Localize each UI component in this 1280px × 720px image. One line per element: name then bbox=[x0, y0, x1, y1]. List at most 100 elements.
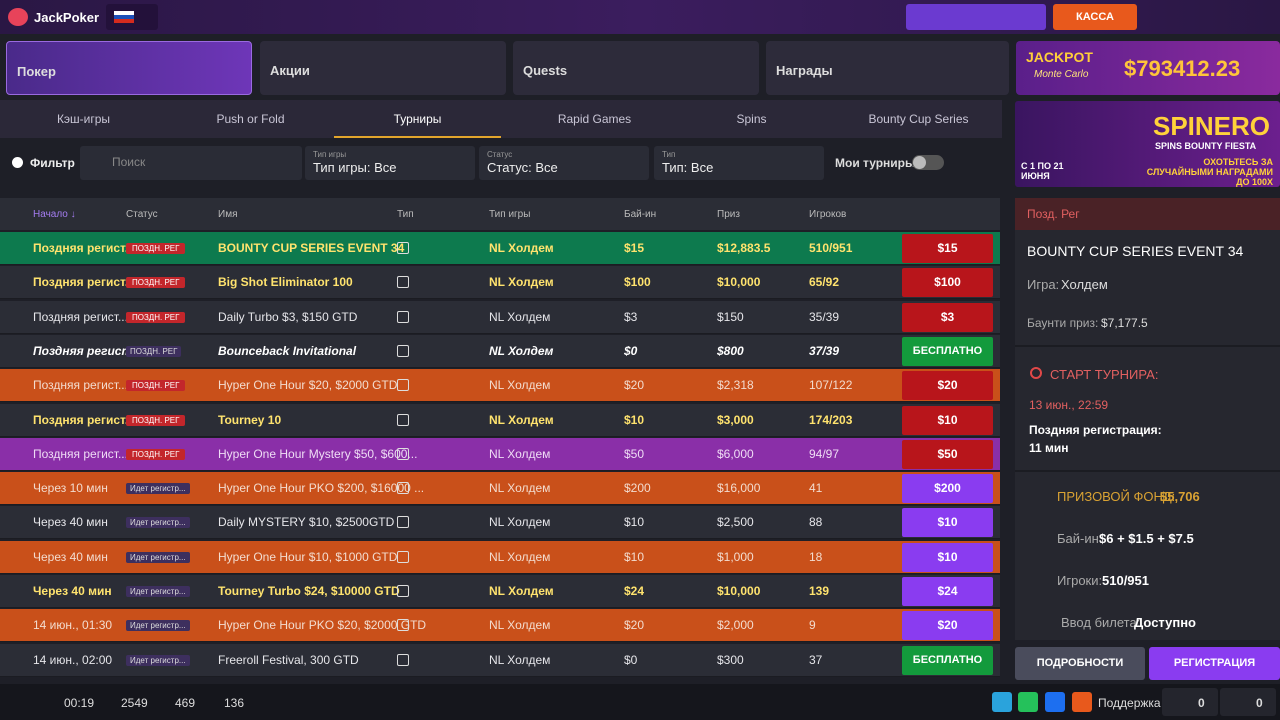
details-button[interactable]: ПОДРОБНОСТИ bbox=[1015, 647, 1145, 680]
table-row[interactable]: Через 40 мин Идет регистр... Tourney Turbo… bbox=[0, 575, 1000, 608]
type-icon bbox=[397, 653, 409, 666]
type-select[interactable]: Тип Тип: Все bbox=[654, 146, 824, 180]
prize-cell: $6,000 bbox=[717, 446, 754, 461]
type-icon bbox=[397, 310, 409, 323]
register-button[interactable]: $10 bbox=[902, 542, 993, 572]
nav-tab[interactable]: Акции bbox=[260, 41, 506, 95]
status-badge: Идет регистр... bbox=[126, 654, 190, 666]
register-button[interactable]: БЕСПЛАТНО bbox=[902, 645, 993, 675]
details-status-bar: Позд. Рег bbox=[1015, 198, 1280, 230]
table-row[interactable]: 14 июн., 02:00 Идет регистр... Freeroll Fe… bbox=[0, 643, 1000, 677]
table-row[interactable]: Поздняя регист... ПОЗДН. РЕГ Daily Turbo $… bbox=[0, 300, 1000, 334]
jackpot-banner[interactable]: JACKPOT Monte Carlo $793412.23 bbox=[1016, 41, 1280, 95]
cashier-button[interactable]: КАССА bbox=[1053, 4, 1137, 30]
status-badge: Идет регистр... bbox=[126, 517, 190, 529]
nav-tab[interactable]: Покер bbox=[6, 41, 252, 95]
table-row[interactable]: Поздняя регист... ПОЗДН. РЕГ Hyper One Hou… bbox=[0, 369, 1000, 403]
details-value: $5,706 bbox=[1160, 489, 1200, 504]
register-button[interactable]: БЕСПЛАТНО bbox=[902, 336, 993, 366]
details-label: Игра: bbox=[1027, 277, 1060, 292]
nav-tab[interactable]: Quests bbox=[513, 41, 759, 95]
facebook-icon[interactable] bbox=[1045, 692, 1065, 712]
table-row[interactable]: Через 40 мин Идет регистр... Daily MYSTERY… bbox=[0, 506, 1000, 540]
players-cell: 88 bbox=[809, 515, 823, 530]
prize-cell: $150 bbox=[717, 309, 744, 324]
jackpot-subtitle: Monte Carlo bbox=[1034, 69, 1089, 80]
column-header[interactable]: Начало ↓ bbox=[33, 209, 76, 220]
type-icon bbox=[397, 447, 409, 460]
register-button[interactable]: $10 bbox=[902, 508, 993, 538]
telegram-icon[interactable] bbox=[992, 692, 1012, 712]
game-tab[interactable]: Турниры bbox=[334, 100, 501, 138]
register-button[interactable]: РЕГИСТРАЦИЯ bbox=[1149, 647, 1280, 680]
players-cell: 35/39 bbox=[809, 309, 840, 324]
counter[interactable]: 0 bbox=[1162, 688, 1218, 716]
type-icon bbox=[397, 379, 409, 392]
column-header: Статус bbox=[126, 209, 158, 220]
support-icon[interactable] bbox=[1072, 692, 1092, 712]
game-tab[interactable]: Push or Fold bbox=[216, 112, 285, 126]
column-header: Имя bbox=[218, 209, 238, 220]
register-button[interactable]: $10 bbox=[902, 405, 993, 435]
jackpot-title: JACKPOT bbox=[1026, 49, 1093, 65]
table-row[interactable]: Через 10 мин Идет регистр... Hyper One Hou… bbox=[0, 472, 1000, 506]
register-button[interactable]: $100 bbox=[902, 268, 993, 298]
register-button[interactable]: $3 bbox=[902, 302, 993, 332]
select-label: Тип bbox=[662, 150, 676, 159]
support-link[interactable]: Поддержка bbox=[1098, 696, 1161, 710]
details-label: Ввод билета: bbox=[1061, 615, 1141, 630]
counter-value: 0 bbox=[1198, 696, 1205, 710]
nav-tab[interactable]: Награды bbox=[766, 41, 1009, 95]
buyin-cell: $10 bbox=[624, 549, 645, 564]
buyin-cell: $24 bbox=[624, 584, 645, 598]
players-cell: 37/39 bbox=[809, 343, 840, 358]
whatsapp-icon[interactable] bbox=[1018, 692, 1038, 712]
game-tab[interactable]: Rapid Games bbox=[557, 112, 632, 126]
register-button[interactable]: $20 bbox=[902, 371, 993, 401]
register-button[interactable]: $20 bbox=[902, 611, 993, 641]
balance-toggle[interactable] bbox=[906, 4, 1046, 30]
game-cell: NL Холдем bbox=[489, 241, 554, 255]
table-row[interactable]: 14 июн., 01:30 Идет регистр... Hyper One H… bbox=[0, 609, 1000, 643]
status-badge: ПОЗДН. РЕГ bbox=[126, 414, 186, 426]
game-tab[interactable]: Кэш-игры bbox=[56, 112, 111, 126]
name-cell: Hyper One Hour Mystery $50, $600... bbox=[218, 446, 418, 461]
type-icon bbox=[397, 619, 409, 632]
toggle-knob bbox=[913, 156, 926, 169]
register-button[interactable]: $50 bbox=[902, 439, 993, 469]
game-cell: NL Холдем bbox=[489, 515, 551, 530]
type-icon bbox=[397, 276, 409, 289]
table-row[interactable]: Поздняя регист... ПОЗДН. РЕГ Bounceback In… bbox=[0, 334, 1000, 368]
footer bbox=[0, 684, 1280, 720]
register-button[interactable]: $24 bbox=[902, 577, 993, 606]
select-value: Статус: Все bbox=[487, 160, 558, 175]
status-badge: ПОЗДН. РЕГ bbox=[126, 243, 186, 254]
game-tab[interactable]: Spins bbox=[736, 112, 767, 126]
column-header: Тип игры bbox=[489, 209, 531, 220]
register-button[interactable]: $15 bbox=[902, 234, 993, 263]
prize-cell: $3,000 bbox=[717, 412, 754, 427]
register-button[interactable]: $200 bbox=[902, 474, 993, 504]
table-row[interactable]: Поздняя регист... ПОЗДН. РЕГ Tourney 10 NL … bbox=[0, 403, 1000, 437]
players-cell: 41 bbox=[809, 481, 823, 496]
promo-banner[interactable]: SPINERO SPINS BOUNTY FIESTA С 1 ПО 21 ИЮ… bbox=[1015, 101, 1280, 187]
players-cell: 174/203 bbox=[809, 412, 853, 427]
start-cell: Через 40 мин bbox=[33, 549, 108, 564]
type-icon bbox=[397, 550, 409, 563]
counter[interactable]: 0 bbox=[1220, 688, 1276, 716]
language-select[interactable] bbox=[106, 4, 158, 30]
details-title: BOUNTY CUP SERIES EVENT 34 bbox=[1027, 243, 1244, 259]
search-box[interactable]: Поиск bbox=[80, 146, 302, 180]
start-cell: Через 40 мин bbox=[33, 584, 112, 598]
table-row[interactable]: Поздняя регист... ПОЗДН. РЕГ BOUNTY CUP SE… bbox=[0, 232, 1000, 265]
table-row[interactable]: Поздняя регист... ПОЗДН. РЕГ Big Shot Elim… bbox=[0, 266, 1000, 300]
logo[interactable]: JackPoker bbox=[34, 10, 100, 25]
status-select[interactable]: Статус Статус: Все bbox=[479, 146, 649, 180]
my-tournaments-toggle[interactable] bbox=[912, 155, 944, 170]
details-start-date: 13 июн., 22:59 bbox=[1029, 398, 1109, 412]
table-row[interactable]: Через 40 мин Идет регистр... Hyper One Hou… bbox=[0, 540, 1000, 574]
game-type-select[interactable]: Тип игры Тип игры: Все bbox=[305, 146, 475, 180]
game-tab[interactable]: Bounty Cup Series bbox=[868, 112, 969, 126]
table-row[interactable]: Поздняя регист... ПОЗДН. РЕГ Hyper One Hou… bbox=[0, 437, 1000, 471]
filter-button[interactable]: Фильтр bbox=[30, 156, 75, 170]
